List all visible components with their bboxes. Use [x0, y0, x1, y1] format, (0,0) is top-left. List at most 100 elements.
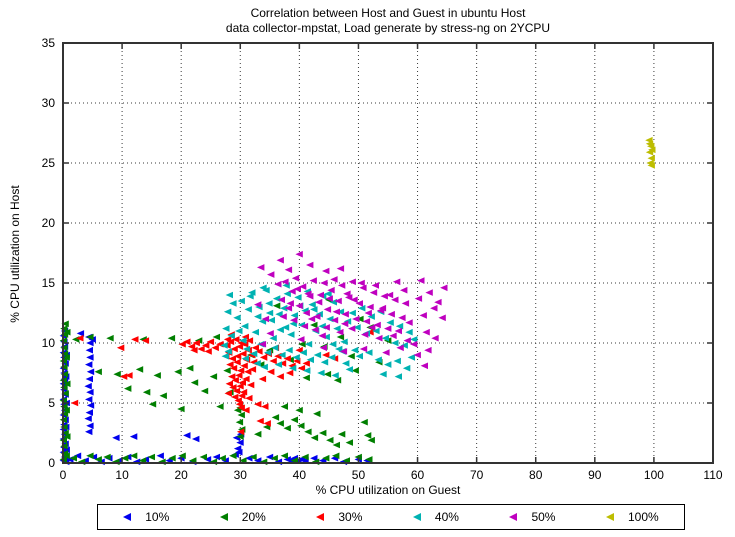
data-point [209, 373, 218, 380]
data-point [391, 339, 399, 347]
data-point [280, 403, 288, 410]
data-point [361, 331, 369, 338]
data-point [402, 364, 411, 372]
x-tick-label: 0 [60, 468, 67, 482]
data-point [258, 375, 267, 383]
data-point [386, 319, 394, 326]
legend: 10% 20% 30% 40% 50% 100% [97, 504, 685, 530]
data-point [86, 402, 95, 409]
data-point [233, 314, 241, 322]
data-point [225, 291, 233, 299]
data-point [288, 288, 296, 295]
data-point [269, 334, 277, 342]
data-point [236, 382, 244, 390]
x-tick-label: 110 [703, 468, 722, 482]
data-point [232, 336, 240, 343]
data-point [218, 454, 226, 462]
data-point [76, 330, 85, 337]
data-point [148, 400, 157, 408]
data-point [235, 448, 243, 456]
gridlines [62, 42, 714, 464]
data-point [259, 284, 267, 292]
data-point [330, 276, 338, 283]
y-axis-label: % CPU utilization on Host [8, 185, 22, 323]
data-point [359, 284, 367, 292]
data-point [329, 340, 337, 348]
data-point [85, 409, 93, 416]
data-point [223, 336, 232, 343]
data-point [259, 354, 268, 361]
data-point [187, 343, 196, 350]
data-point [414, 295, 423, 302]
data-point [351, 367, 359, 374]
data-point [186, 364, 194, 372]
data-point [238, 379, 246, 386]
data-point [286, 300, 294, 307]
data-point [211, 344, 219, 352]
data-point [246, 381, 255, 389]
data-point [60, 370, 69, 378]
data-point [258, 340, 267, 348]
data-point [355, 352, 363, 360]
data-point [313, 313, 321, 320]
data-point [393, 357, 401, 365]
data-point [229, 364, 238, 372]
data-point [359, 345, 368, 353]
data-point [405, 328, 413, 336]
x-tick-label: 40 [293, 468, 307, 482]
legend-entry-40%: 40% [412, 510, 459, 524]
data-point [434, 298, 442, 306]
data-point [236, 428, 245, 436]
data-point [267, 368, 275, 376]
data-point [197, 345, 205, 353]
data-point [234, 397, 242, 404]
data-point [237, 404, 245, 412]
data-point [103, 453, 111, 461]
data-point [392, 278, 401, 286]
legend-marker-icon [316, 513, 325, 521]
data-point [158, 458, 166, 466]
data-point [311, 326, 319, 334]
data-point [326, 315, 334, 323]
data-point [297, 364, 306, 372]
y-tick-label: 15 [42, 276, 56, 290]
data-point [204, 348, 212, 355]
data-point [200, 387, 209, 395]
data-point [271, 344, 279, 352]
data-point [85, 396, 93, 403]
data-point [119, 373, 128, 380]
data-point [362, 318, 371, 325]
data-point [316, 291, 324, 299]
data-point [331, 372, 339, 379]
data-point [336, 308, 345, 316]
data-point [222, 325, 230, 332]
data-point [337, 282, 346, 289]
legend-label: 40% [434, 510, 459, 524]
data-point [374, 356, 382, 364]
data-point [246, 292, 254, 300]
data-point [192, 339, 200, 347]
data-point [302, 360, 310, 367]
data-point [647, 154, 655, 162]
data-point [398, 314, 406, 322]
data-point [270, 454, 278, 462]
data-point [168, 454, 176, 462]
data-point [235, 400, 244, 408]
data-point [121, 454, 129, 462]
data-point [420, 362, 428, 370]
data-point [72, 336, 80, 343]
data-point [297, 336, 305, 343]
data-point [291, 274, 300, 282]
data-point [333, 376, 342, 384]
data-point [340, 338, 348, 346]
data-point [276, 256, 284, 264]
data-point [221, 352, 229, 360]
data-point [341, 310, 349, 318]
data-point [62, 406, 70, 414]
data-point [347, 352, 355, 360]
tick-labels: 0 10 20 30 40 50 60 70 80 90 100 110 0 5 10 15 20 25 30 35 [42, 36, 723, 482]
data-point [356, 315, 364, 323]
data-point [241, 322, 249, 330]
series-100% [645, 136, 656, 169]
data-point [310, 321, 318, 329]
